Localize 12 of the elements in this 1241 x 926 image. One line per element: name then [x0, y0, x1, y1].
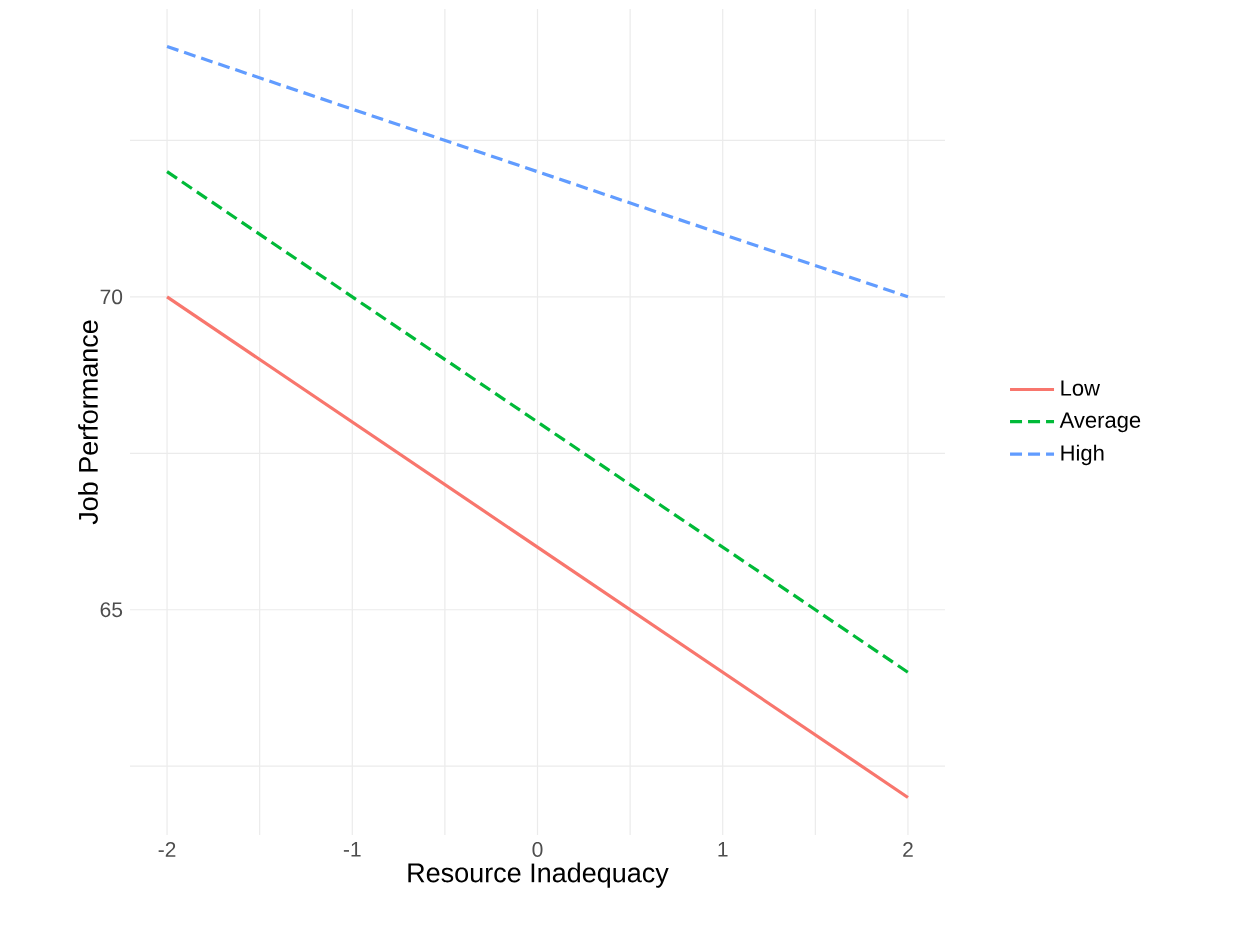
x-tick-label: 2: [903, 842, 913, 857]
x-tick-label: -2: [158, 842, 176, 857]
y-tick-label: 65: [100, 602, 123, 618]
legend-label: High: [1061, 444, 1104, 466]
x-axis-title: Resource Inadequacy: [408, 862, 669, 888]
x-tick-label: 0: [532, 842, 543, 857]
x-tick-label: -1: [343, 842, 361, 857]
legend-label: Average: [1059, 412, 1141, 433]
y-axis-title: Job Performance: [78, 320, 98, 525]
legend-label: Low: [1061, 380, 1101, 396]
y-tick-label: 70: [100, 289, 123, 305]
x-tick-label: 1: [718, 842, 728, 857]
